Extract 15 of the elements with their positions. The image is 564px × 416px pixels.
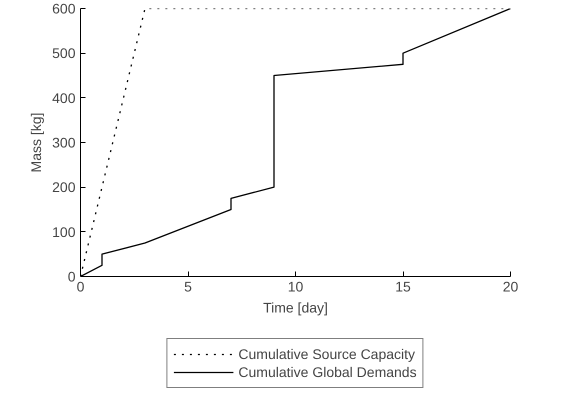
x-axis-title: Time [day]: [263, 300, 328, 316]
legend-label: Cumulative Source Capacity: [238, 345, 416, 363]
x-tick-label: 10: [288, 278, 304, 294]
y-tick-label: 300: [52, 134, 76, 150]
y-tick-label: 200: [52, 179, 76, 196]
y-axis-title: Mass [kg]: [28, 112, 44, 172]
x-tick-label: 15: [395, 278, 411, 294]
y-tick-label: 0: [68, 268, 76, 284]
y-tick-label: 100: [52, 224, 76, 240]
x-tick-label: 5: [184, 278, 192, 294]
y-tick-label: 600: [52, 0, 76, 16]
y-tick-label: 500: [52, 45, 76, 62]
legend-label: Cumulative Global Demands: [238, 363, 417, 381]
x-tick-label: 20: [502, 278, 518, 294]
y-tick-label: 400: [52, 90, 76, 106]
